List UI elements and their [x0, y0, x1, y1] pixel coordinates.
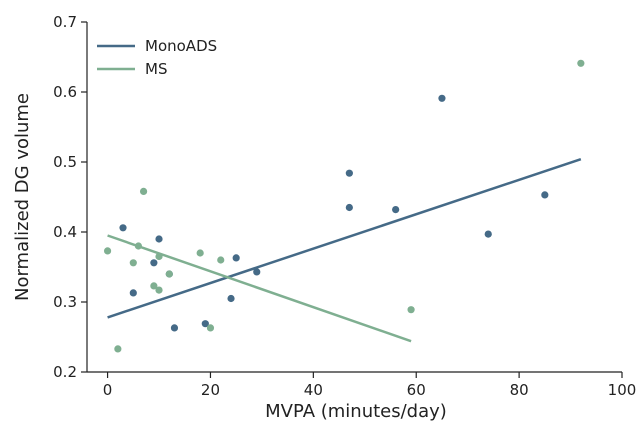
- point-ms: [150, 282, 158, 290]
- legend-label-ms: MS: [145, 60, 167, 78]
- point-monoads: [129, 289, 137, 297]
- legend: MonoADS MS: [97, 37, 217, 78]
- point-ms: [114, 345, 122, 353]
- point-monoads: [345, 169, 353, 177]
- x-axis-label: MVPA (minutes/day): [265, 401, 447, 422]
- point-monoads: [155, 235, 163, 243]
- ticks: 0 20 40 60 80 100 0.2 0.3 0.4 0.5 0.6 0.7: [53, 13, 636, 399]
- y-tick-label: 0.4: [53, 223, 77, 241]
- point-monoads: [484, 230, 492, 238]
- point-monoads: [150, 259, 158, 267]
- point-monoads: [170, 324, 179, 332]
- x-tick-label: 20: [201, 381, 220, 399]
- x-tick-label: 60: [407, 381, 426, 399]
- point-ms: [134, 242, 143, 250]
- point-ms: [577, 59, 585, 67]
- y-tick-label: 0.5: [53, 153, 77, 171]
- fit-lines: [107, 158, 582, 343]
- x-tick-label: 100: [608, 381, 637, 399]
- legend-label-monoads: MonoADS: [145, 37, 217, 55]
- point-ms: [196, 249, 204, 257]
- axes: [86, 22, 622, 373]
- y-tick-label: 0.7: [53, 13, 77, 31]
- point-monoads: [201, 320, 209, 328]
- point-ms: [217, 256, 225, 264]
- y-tick-label: 0.6: [53, 83, 77, 101]
- point-ms: [139, 187, 148, 195]
- point-monoads: [227, 294, 235, 303]
- fit-line-monoads: [107, 158, 582, 319]
- point-monoads: [392, 206, 400, 214]
- point-monoads: [253, 268, 261, 276]
- point-ms: [155, 286, 163, 294]
- x-tick-label: 40: [304, 381, 323, 399]
- x-tick-label: 0: [103, 381, 113, 399]
- point-monoads: [232, 254, 240, 262]
- point-monoads: [438, 94, 446, 102]
- y-tick-label: 0.2: [53, 363, 77, 381]
- point-ms: [129, 259, 137, 267]
- point-monoads: [119, 224, 127, 232]
- data-points: [103, 59, 585, 353]
- point-ms: [165, 270, 173, 278]
- point-ms: [155, 252, 163, 261]
- point-ms: [206, 324, 215, 332]
- x-tick-label: 80: [510, 381, 529, 399]
- point-monoads: [541, 191, 549, 199]
- y-axis-label: Normalized DG volume: [12, 93, 33, 301]
- point-monoads: [345, 203, 353, 212]
- point-ms: [103, 247, 112, 255]
- point-ms: [407, 306, 415, 314]
- y-tick-label: 0.3: [53, 293, 77, 311]
